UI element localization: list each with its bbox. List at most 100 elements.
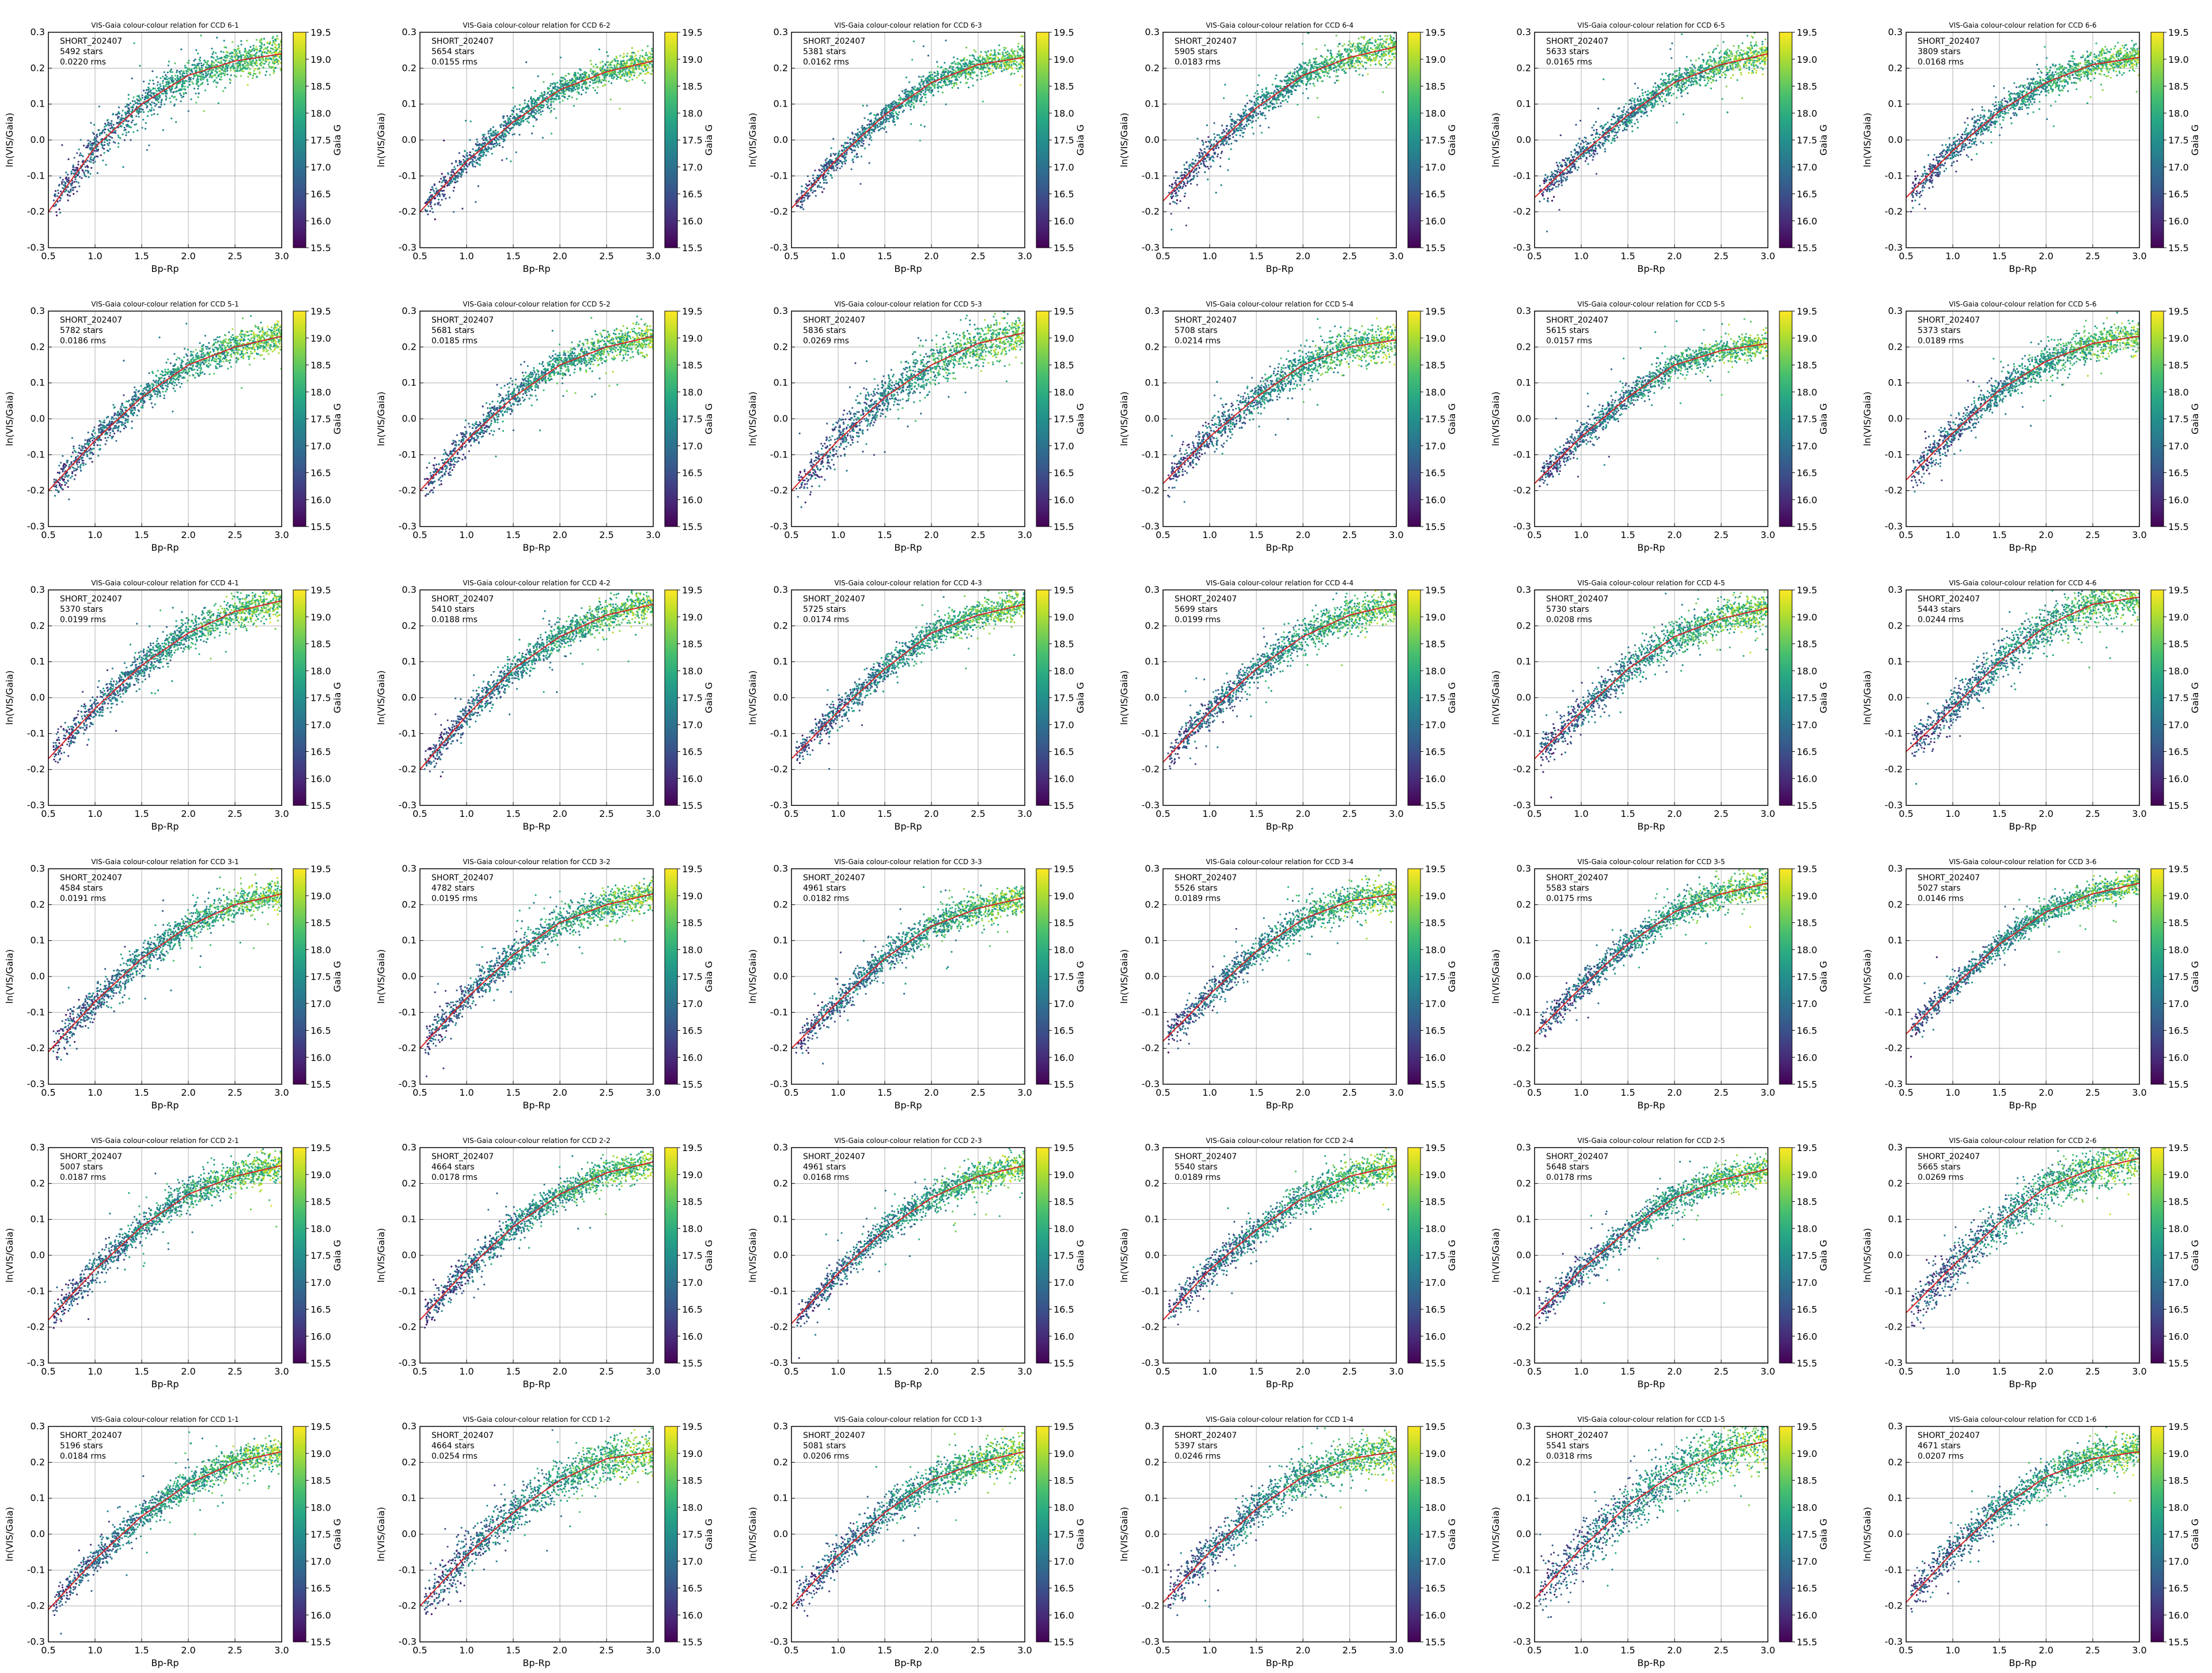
scatter-point (536, 102, 538, 104)
scatter-point (941, 75, 942, 77)
scatter-point (626, 80, 628, 82)
scatter-point (131, 78, 133, 80)
scatter-point (265, 61, 267, 63)
scatter-point (67, 199, 69, 201)
scatter-point (269, 52, 271, 54)
scatter-point (211, 56, 213, 58)
scatter-point (569, 73, 570, 75)
scatter-point (220, 76, 222, 78)
scatter-point (252, 75, 254, 77)
scatter-point (160, 85, 161, 87)
scatter-point (154, 103, 156, 104)
scatter-point (823, 166, 824, 168)
scatter-point (200, 65, 202, 66)
scatter-point (551, 90, 553, 92)
scatter-point (224, 40, 225, 41)
scatter-point (249, 50, 251, 51)
scatter-point (914, 100, 916, 101)
scatter-point (885, 121, 887, 123)
scatter-point (164, 103, 165, 105)
scatter-point (170, 77, 172, 78)
scatter-point (969, 60, 971, 62)
scatter-point (219, 70, 221, 72)
scatter-point (843, 146, 844, 148)
scatter-point (651, 54, 653, 55)
scatter-point (911, 89, 912, 91)
scatter-point (131, 122, 132, 123)
scatter-point (70, 185, 72, 187)
scatter-point (74, 181, 75, 183)
scatter-point (263, 44, 265, 46)
scatter-point (555, 117, 557, 119)
scatter-point (125, 114, 127, 116)
scatter-point (153, 83, 154, 85)
scatter-point (477, 144, 479, 146)
scatter-point (826, 166, 828, 168)
scatter-point (857, 156, 859, 158)
scatter-point (836, 167, 838, 169)
scatter-point (211, 48, 213, 50)
scatter-point (101, 145, 103, 146)
scatter-point (1010, 50, 1012, 52)
scatter-point (993, 72, 994, 74)
scatter-point (1020, 84, 1021, 86)
scatter-point (90, 156, 92, 158)
scatter-point (149, 80, 151, 81)
scatter-point (180, 70, 182, 71)
scatter-point (862, 145, 863, 147)
scatter-point (108, 124, 110, 126)
scatter-point (577, 88, 579, 90)
scatter-point (829, 161, 831, 162)
scatter-point (234, 56, 236, 58)
scatter-point (915, 89, 916, 91)
scatter-point (990, 53, 991, 55)
scatter-point (82, 169, 84, 171)
scatter-point (67, 173, 69, 175)
scatter-point (93, 124, 95, 126)
scatter-point (868, 127, 870, 128)
scatter-point (516, 122, 517, 124)
scatter-point (522, 116, 524, 118)
scatter-point (1018, 48, 1020, 50)
scatter-point (569, 88, 571, 90)
scatter-point (277, 55, 279, 57)
scatter-point (184, 82, 185, 84)
scatter-point (188, 110, 190, 112)
scatter-point (597, 66, 599, 68)
colorbar-tick-label: 19.0 (1054, 54, 1074, 65)
scatter-point (270, 48, 272, 50)
scatter-point (1012, 68, 1013, 70)
scatter-point (924, 94, 926, 96)
scatter-point (217, 74, 219, 76)
scatter-point (562, 77, 564, 79)
scatter-point (927, 87, 929, 89)
scatter-point (253, 47, 255, 49)
scatter-point (984, 71, 986, 73)
colorbar-tick-label: 19.5 (682, 27, 703, 38)
scatter-point (126, 103, 128, 105)
scatter-point (132, 96, 134, 98)
scatter-point (633, 74, 635, 76)
scatter-point (104, 141, 105, 143)
scatter-point (240, 54, 242, 56)
scatter-point (889, 113, 891, 115)
scatter-point (201, 69, 203, 70)
scatter-point (857, 146, 859, 148)
scatter-point (256, 48, 258, 50)
scatter-point (253, 70, 255, 71)
scatter-point (583, 76, 585, 78)
scatter-point (556, 86, 558, 88)
scatter-point (856, 143, 858, 145)
scatter-point (183, 92, 184, 94)
scatter-point (161, 93, 163, 94)
scatter-point (978, 57, 979, 59)
scatter-point (502, 146, 503, 148)
scatter-point (1196, 173, 1198, 175)
scatter-point (619, 55, 621, 56)
scatter-point (213, 81, 214, 82)
scatter-point (512, 113, 513, 115)
scatter-point (96, 150, 98, 152)
scatter-point (171, 69, 172, 70)
scatter-point (1003, 47, 1005, 48)
scatter-point (262, 63, 264, 65)
